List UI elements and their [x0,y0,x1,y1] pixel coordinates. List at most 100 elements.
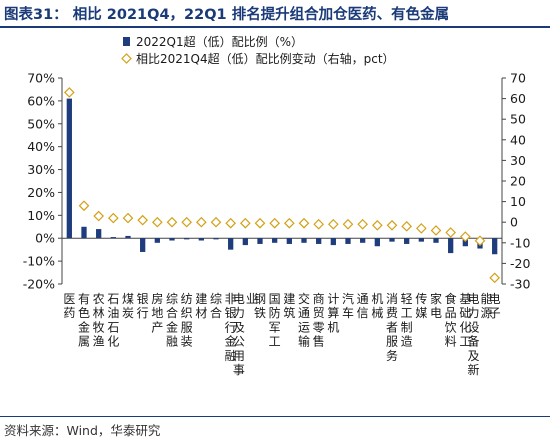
x-tick-label: 输 [298,334,310,349]
x-tick-label: 油 [107,306,119,320]
y-right-tick-label: 20 [510,174,526,189]
x-tick-label: 融 [225,349,237,363]
y-left-tick-label: 70% [27,71,55,86]
x-tick-label: 及 [233,320,245,334]
scatter-point [107,212,119,224]
x-tick-label: 者 [386,320,398,334]
scatter-point [225,217,237,229]
bar [492,238,498,255]
scatter-point [283,217,295,229]
x-tick-label: 融 [166,335,178,349]
x-tick-label: 设 [467,320,479,334]
x-tick-label: 金 [78,319,90,334]
x-tick-label: 汽 [342,291,354,306]
bar [374,238,380,247]
scatter-point [166,216,178,228]
scatter-point [298,217,310,229]
x-tick-label: 金 [225,334,237,349]
x-tick-label: 算 [327,305,339,320]
scatter-point [342,218,354,230]
bar [96,229,102,239]
legend-bar-swatch [123,37,130,46]
x-tick-label: 防 [269,305,281,320]
x-tick-label: 车 [342,305,354,320]
bar [330,238,336,246]
scatter-point [93,210,105,222]
bar [154,238,160,243]
scatter-point [151,216,163,228]
x-tick-label: 煤 [122,292,134,306]
x-tick-label: 属 [78,335,90,349]
bar [110,237,116,239]
scatter-point [269,217,281,229]
y-right-tick-label: -20 [510,256,530,271]
x-tick-label: 服 [181,320,193,334]
scatter-point [122,212,134,224]
x-tick-label: 交 [298,291,310,306]
y-left-tick-label: 10% [27,208,55,223]
scatter-point [63,87,75,98]
x-tick-label: 电 [430,306,442,320]
x-tick-label: 银 [225,306,237,320]
bar [184,238,190,240]
y-right-tick-label: 40 [510,132,526,147]
x-tick-label: 及 [467,349,479,363]
x-tick-label: 计 [327,292,339,306]
x-tick-label: 用 [233,349,245,363]
x-tick-label: 建 [283,292,295,306]
x-tick-label: 材 [195,306,207,320]
x-tick-label: 房 [151,291,163,306]
x-tick-label: 石 [107,292,119,306]
scatter-point [415,223,427,234]
bar [360,238,366,243]
x-tick-label: 电 [489,292,501,306]
x-tick-label: 消 [386,292,398,306]
x-tick-label: 源 [480,306,492,320]
y-right-tick-label: 70 [510,71,526,86]
x-tick-label: 新 [467,362,479,377]
x-tick-label: 力 [467,306,479,320]
bar [389,238,395,242]
x-tick-label: 务 [386,348,398,363]
scatter-point [430,225,442,236]
scatter-point [386,219,398,231]
y-right-tick-label: 50 [510,112,526,127]
bar [125,235,131,239]
x-tick-label: 工 [401,306,413,320]
bar [169,238,175,241]
footer-divider [0,416,550,417]
x-tick-label: 行 [137,306,149,320]
legend-marker-swatch [121,53,132,64]
scatter-point [195,216,207,228]
x-tick-label: 费 [386,306,398,320]
x-tick-label: 医 [63,292,75,306]
x-tick-label: 造 [401,335,413,349]
scatter-point [210,216,222,228]
y-left-tick-label: 0% [35,231,55,246]
y-left-tick-label: 40% [27,139,55,154]
bar [286,238,292,244]
x-tick-label: 制 [401,320,413,334]
scatter-point [459,231,471,242]
x-tick-label: 农 [93,292,105,306]
y-left-tick-label: -20% [23,277,55,292]
x-tick-label: 工 [459,335,471,349]
x-tick-label: 石 [107,320,119,334]
x-tick-label: 产 [151,320,163,334]
x-tick-label: 色 [78,306,90,320]
x-tick-label: 林 [93,306,105,320]
x-tick-label: 化 [107,335,119,349]
x-tick-label: 信 [357,306,369,320]
x-tick-label: 钢 [254,292,266,306]
y-left-tick-label: 30% [27,162,55,177]
scatter-point [445,227,457,238]
y-right-tick-label: -30 [510,277,530,292]
x-tick-label: 综 [210,292,222,306]
bar [433,238,439,243]
x-tick-label: 工 [269,335,281,349]
scatter-point [401,220,413,232]
x-tick-label: 通 [357,292,369,306]
x-tick-label: 品 [445,306,457,320]
x-tick-label: 综 [166,292,178,306]
scatter-point [254,217,266,229]
